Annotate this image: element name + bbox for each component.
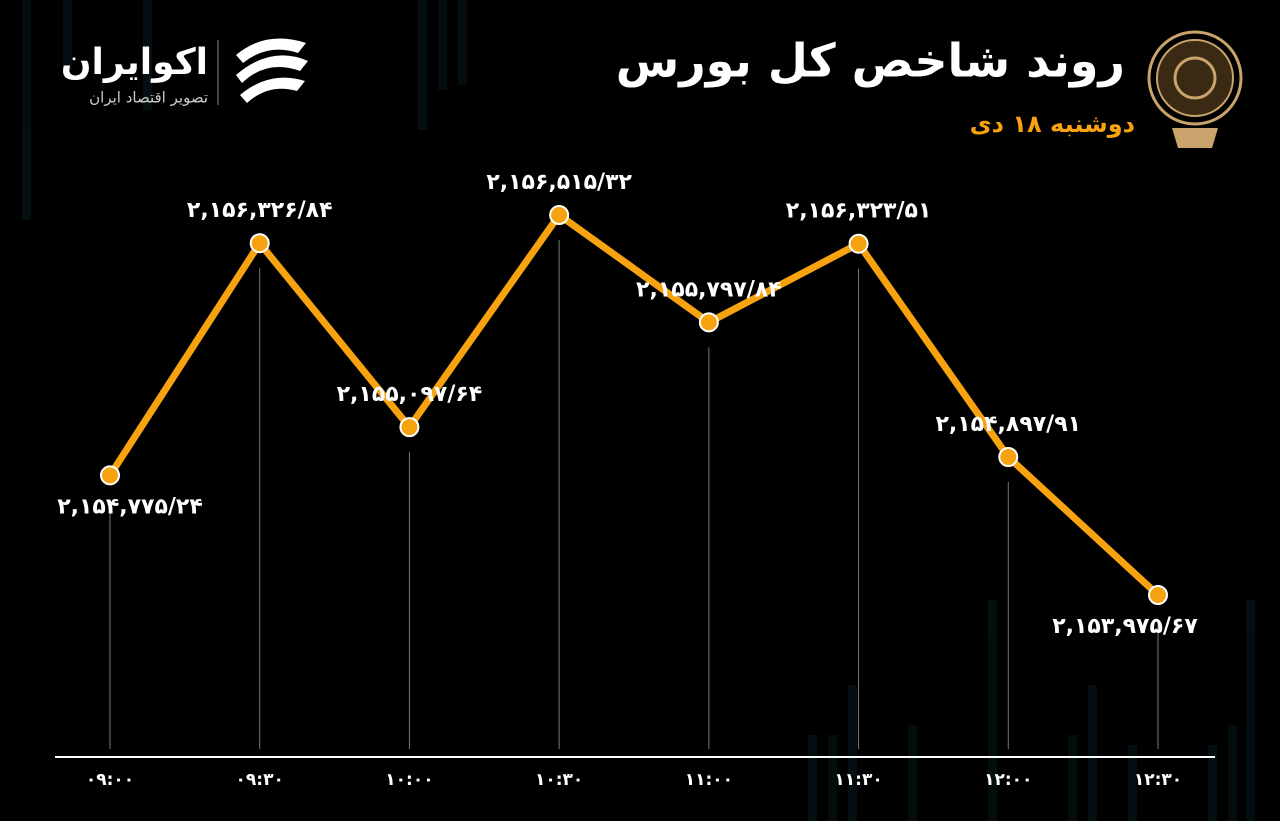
- x-tick-label: ۰۹:۳۰: [236, 770, 284, 790]
- point: [848, 233, 869, 254]
- line: [107, 211, 1161, 598]
- x-tick-label: ۱۲:۰۰: [984, 770, 1032, 790]
- point: [698, 312, 719, 333]
- x-tick-label: ۱۰:۰۰: [385, 770, 433, 790]
- data-label: ۲,۱۵۳,۹۷۵/۶۷: [1052, 614, 1198, 639]
- point: [249, 233, 270, 254]
- data-label: ۲,۱۵۶,۳۲۳/۵۱: [786, 199, 932, 224]
- chart-title: روند شاخص کل بورس: [616, 34, 1125, 88]
- point: [549, 205, 570, 225]
- data-label: ۲,۱۵۶,۵۱۵/۳۲: [486, 170, 632, 195]
- brand-tagline: تصویر اقتصاد ایران: [89, 89, 208, 107]
- x-tick-label: ۰۹:۰۰: [86, 770, 134, 790]
- point: [100, 465, 120, 486]
- data-label: ۲,۱۵۵,۰۹۷/۶۴: [337, 382, 483, 407]
- background-bars: [22, 0, 1255, 821]
- data-label: ۲,۱۵۶,۳۲۶/۸۴: [187, 198, 333, 223]
- chart-subtitle: دوشنبه ۱۸ دی: [970, 110, 1135, 138]
- point: [998, 447, 1019, 468]
- brand-name: اکوایران: [61, 42, 208, 83]
- x-tick-label: ۱۲:۳۰: [1134, 770, 1182, 790]
- x-tick-label: ۱۱:۳۰: [834, 770, 882, 790]
- brand-logo: [217, 38, 308, 105]
- data-label: ۲,۱۵۴,۷۷۵/۲۴: [57, 494, 203, 519]
- exchange-logo: [1147, 30, 1243, 148]
- point: [399, 417, 420, 438]
- x-tick-label: ۱۱:۰۰: [685, 770, 733, 790]
- point: [1148, 585, 1168, 605]
- data-label: ۲,۱۵۵,۷۹۷/۸۴: [636, 277, 782, 302]
- data-label: ۲,۱۵۴,۸۹۷/۹۱: [935, 412, 1081, 437]
- x-tick-label: ۱۰:۳۰: [535, 770, 583, 790]
